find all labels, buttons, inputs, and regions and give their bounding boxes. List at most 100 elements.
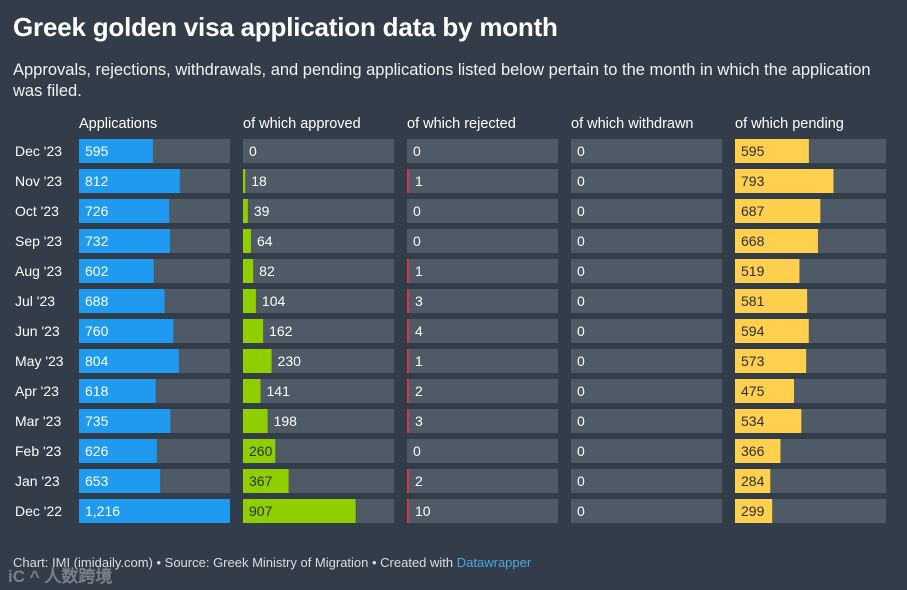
data-label: 687 — [741, 203, 765, 219]
data-label: 0 — [577, 413, 585, 429]
data-label: 595 — [741, 143, 765, 159]
data-label: 602 — [85, 263, 109, 279]
data-label: 1 — [415, 353, 423, 369]
column-header-5: of which pending — [735, 116, 844, 132]
bar-track — [571, 499, 722, 523]
bar-track — [243, 199, 394, 223]
data-label: 0 — [249, 143, 257, 159]
bar-2 — [243, 169, 246, 193]
chart-footer: Chart: IMI (imidaily.com) • Source: Gree… — [13, 555, 531, 570]
bar-track — [571, 289, 722, 313]
row-label: Mar '23 — [15, 413, 61, 429]
data-label: 3 — [415, 293, 423, 309]
data-label: 18 — [251, 173, 267, 189]
row-label: Apr '23 — [15, 383, 59, 399]
datawrapper-link[interactable]: Datawrapper — [456, 555, 532, 570]
bar-5 — [735, 259, 800, 283]
data-label: 475 — [741, 383, 765, 399]
data-label: 0 — [577, 203, 585, 219]
data-label: 141 — [267, 383, 291, 399]
bar-track — [407, 229, 558, 253]
bar-track — [407, 349, 558, 373]
bar-1 — [79, 439, 157, 463]
bar-5 — [735, 499, 773, 523]
data-label: 1 — [415, 173, 423, 189]
bar-5 — [735, 169, 834, 193]
data-label: 10 — [415, 503, 431, 519]
footer-source: Chart: IMI (imidaily.com) • Source: Gree… — [13, 555, 457, 570]
bar-track — [407, 259, 558, 283]
data-label: 534 — [741, 413, 765, 429]
bar-1 — [79, 409, 171, 433]
bar-2 — [243, 349, 272, 373]
bar-5 — [735, 289, 808, 313]
bar-track — [571, 259, 722, 283]
data-label: 1 — [415, 263, 423, 279]
bar-1 — [79, 499, 230, 523]
bar-track — [571, 169, 722, 193]
data-label: 198 — [274, 413, 298, 429]
row-label: Nov '23 — [15, 173, 62, 189]
data-label: 0 — [577, 503, 585, 519]
bar-track — [571, 409, 722, 433]
data-label: 0 — [577, 323, 585, 339]
bar-track — [571, 199, 722, 223]
bar-5 — [735, 349, 807, 373]
bar-3 — [407, 289, 409, 313]
data-label: 104 — [262, 293, 286, 309]
bar-track — [243, 139, 394, 163]
bar-5 — [735, 379, 794, 403]
row-label: Aug '23 — [15, 263, 62, 279]
data-label: 0 — [413, 233, 421, 249]
column-header-4: of which withdrawn — [571, 116, 694, 132]
data-label: 0 — [577, 383, 585, 399]
bar-2 — [243, 499, 356, 523]
bar-track — [407, 409, 558, 433]
bar-1 — [79, 169, 180, 193]
bar-track — [243, 379, 394, 403]
chart-subtitle: Approvals, rejections, withdrawals, and … — [13, 61, 871, 100]
bar-3 — [407, 409, 409, 433]
data-label: 0 — [577, 173, 585, 189]
bar-3 — [407, 319, 409, 343]
bar-2 — [243, 289, 256, 313]
data-label: 299 — [741, 503, 765, 519]
row-label: Jun '23 — [15, 323, 60, 339]
bar-1 — [79, 469, 161, 493]
bar-5 — [735, 469, 771, 493]
data-label: 668 — [741, 233, 765, 249]
bar-2 — [243, 469, 289, 493]
bar-track — [571, 139, 722, 163]
bar-track — [243, 289, 394, 313]
bar-track — [407, 379, 558, 403]
bar-track — [571, 439, 722, 463]
bar-track — [407, 139, 558, 163]
bar-3 — [407, 499, 409, 523]
data-label: 366 — [741, 443, 765, 459]
bar-2 — [243, 409, 268, 433]
data-label: 2 — [415, 383, 423, 399]
data-label: 581 — [741, 293, 765, 309]
data-label: 595 — [85, 143, 109, 159]
bar-1 — [79, 199, 170, 223]
bar-5 — [735, 439, 781, 463]
data-label: 626 — [85, 443, 109, 459]
column-header-3: of which rejected — [407, 116, 516, 132]
bar-2 — [243, 199, 248, 223]
chart-title: Greek golden visa application data by mo… — [13, 12, 558, 42]
bar-track — [407, 319, 558, 343]
bar-track — [243, 319, 394, 343]
data-label: 2 — [415, 473, 423, 489]
bar-3 — [407, 379, 409, 403]
data-label: 260 — [249, 443, 273, 459]
data-label: 0 — [577, 263, 585, 279]
data-label: 0 — [577, 143, 585, 159]
row-label: Sep '23 — [15, 233, 62, 249]
bar-track — [571, 349, 722, 373]
bar-track — [407, 199, 558, 223]
bar-3 — [407, 169, 409, 193]
data-label: 618 — [85, 383, 109, 399]
bar-5 — [735, 319, 809, 343]
bar-3 — [407, 469, 409, 493]
bar-5 — [735, 229, 818, 253]
